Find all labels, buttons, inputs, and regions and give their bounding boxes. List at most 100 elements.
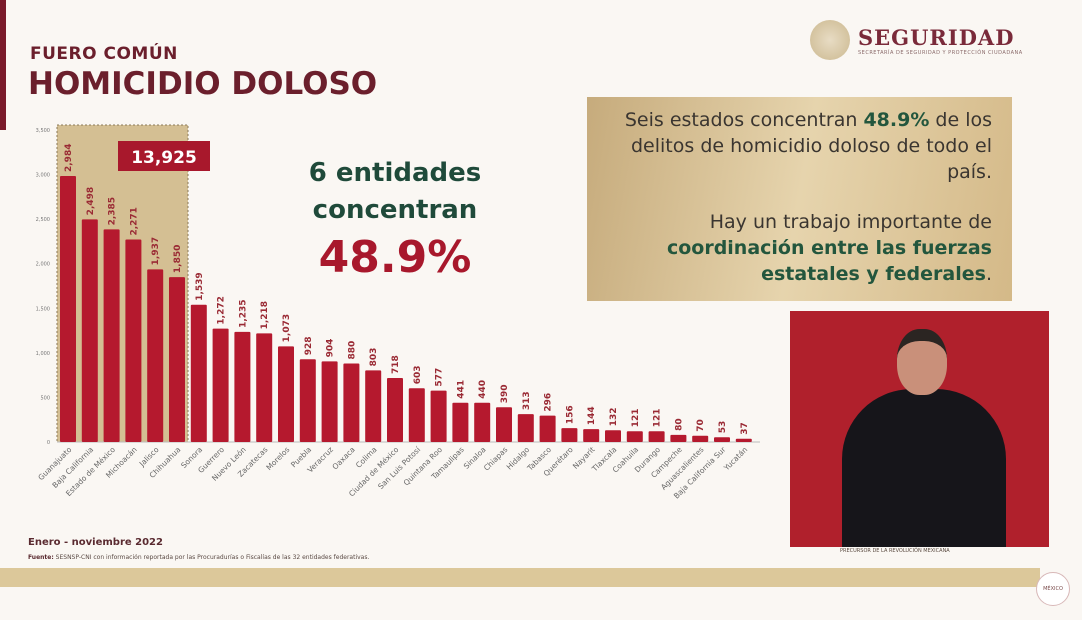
value-label: 803 bbox=[369, 348, 379, 367]
bar bbox=[539, 415, 556, 442]
value-label: 37 bbox=[740, 422, 750, 435]
bar bbox=[583, 429, 600, 442]
bar bbox=[735, 438, 752, 442]
callout-line2: concentran bbox=[312, 195, 478, 225]
y-tick-label: 3,500 bbox=[36, 128, 50, 134]
bar bbox=[670, 434, 687, 442]
footer-bar bbox=[0, 568, 1040, 587]
panel-highlight: 48.9% bbox=[863, 109, 930, 131]
bar bbox=[365, 370, 382, 442]
value-label: 53 bbox=[718, 421, 728, 434]
panel-text: de los delitos de homicidio doloso de to… bbox=[631, 109, 992, 183]
value-label: 2,984 bbox=[64, 144, 74, 172]
y-tick-label: 500 bbox=[40, 395, 50, 401]
value-label: 1,218 bbox=[260, 301, 270, 329]
bar bbox=[190, 304, 207, 442]
logo-name: SEGURIDAD bbox=[858, 24, 1015, 50]
category-label: Morelos bbox=[264, 445, 291, 472]
interpreter-body bbox=[842, 389, 1006, 547]
kicker: FUERO COMÚN bbox=[30, 44, 178, 64]
value-label: 156 bbox=[565, 405, 575, 424]
bar bbox=[278, 346, 294, 442]
bar bbox=[648, 431, 665, 442]
value-label: 80 bbox=[674, 418, 684, 431]
bar bbox=[169, 277, 185, 442]
value-label: 144 bbox=[587, 406, 597, 425]
value-label: 2,498 bbox=[86, 187, 96, 215]
mexico-badge: MÉXICO bbox=[1036, 572, 1070, 606]
bar bbox=[256, 333, 273, 442]
value-label: 904 bbox=[326, 339, 336, 358]
bar bbox=[408, 388, 425, 442]
y-tick-label: 1,500 bbox=[36, 306, 50, 312]
bar bbox=[234, 331, 251, 442]
source-text: SESNSP-CNI con información reportada por… bbox=[53, 554, 370, 561]
bar bbox=[561, 428, 578, 442]
bar bbox=[60, 175, 76, 442]
bar bbox=[517, 414, 534, 442]
bar bbox=[430, 390, 447, 442]
value-label: 121 bbox=[631, 408, 641, 427]
bar bbox=[692, 435, 709, 442]
logo: SEGURIDAD SECRETARÍA DE SEGURIDAD Y PROT… bbox=[810, 20, 1023, 60]
category-label: Oaxaca bbox=[330, 445, 356, 471]
value-label: 603 bbox=[413, 365, 423, 384]
interpreter-caption: PRECURSOR DE LA REVOLUCIÓN MEXICANA bbox=[840, 548, 950, 554]
value-label: 1,937 bbox=[151, 237, 161, 265]
source-note: Fuente: SESNSP-CNI con información repor… bbox=[28, 554, 369, 561]
value-label: 1,539 bbox=[195, 272, 205, 300]
value-label: 1,272 bbox=[217, 296, 227, 324]
bar bbox=[387, 377, 403, 442]
value-label: 577 bbox=[435, 368, 445, 387]
callout-pct: 48.9% bbox=[318, 232, 472, 283]
bar bbox=[147, 269, 164, 442]
bar bbox=[343, 363, 360, 442]
interpreter-head bbox=[897, 329, 947, 395]
bar bbox=[474, 402, 491, 442]
value-label: 390 bbox=[500, 384, 510, 403]
accent-strip bbox=[0, 0, 6, 130]
value-label: 441 bbox=[456, 380, 466, 399]
period-label: Enero - noviembre 2022 bbox=[28, 537, 163, 548]
value-label: 1,073 bbox=[282, 314, 292, 342]
value-label: 1,850 bbox=[173, 245, 183, 273]
text-panel: Seis estados concentran 48.9% de los del… bbox=[587, 97, 1012, 301]
category-label: Chiapas bbox=[482, 445, 510, 473]
y-tick-label: 1,000 bbox=[36, 351, 50, 357]
page-title: HOMICIDIO DOLOSO bbox=[28, 66, 378, 102]
panel-text: Seis estados concentran bbox=[624, 109, 864, 131]
bar bbox=[605, 430, 621, 442]
panel-highlight: coordinación entre las fuerzas estatales… bbox=[666, 237, 992, 285]
value-label: 296 bbox=[544, 393, 554, 412]
seal-icon bbox=[810, 20, 850, 60]
panel-text: Hay un trabajo importante de bbox=[709, 211, 992, 233]
highlight-box bbox=[56, 124, 189, 443]
bar bbox=[714, 437, 730, 442]
source-label: Fuente: bbox=[28, 554, 54, 561]
panel-text: . bbox=[985, 263, 992, 285]
value-label: 718 bbox=[391, 355, 401, 374]
bar bbox=[125, 239, 142, 442]
y-tick-label: 2,500 bbox=[36, 217, 50, 223]
bar bbox=[626, 431, 643, 442]
y-tick-label: 3,000 bbox=[36, 173, 50, 179]
value-label: 132 bbox=[609, 407, 619, 426]
value-label: 2,271 bbox=[129, 207, 139, 235]
value-label: 440 bbox=[478, 380, 488, 399]
bar bbox=[81, 219, 98, 442]
highlight-total-badge bbox=[118, 141, 210, 171]
category-label: Yucatán bbox=[721, 445, 749, 473]
bar-chart: 13,925 0 500 1,000 1,500 2,000 2,500 3,000 3,500… bbox=[36, 124, 760, 500]
bar bbox=[321, 361, 338, 442]
bar bbox=[452, 402, 469, 442]
callout-line1: 6 entidades bbox=[308, 158, 482, 188]
y-tick-label: 0 bbox=[47, 440, 50, 446]
interpreter-video bbox=[790, 311, 1049, 547]
value-label: 313 bbox=[522, 391, 532, 410]
bar bbox=[299, 359, 316, 442]
bar bbox=[496, 407, 512, 442]
highlight-total: 13,925 bbox=[131, 148, 197, 168]
callout: 6 entidades concentran 48.9% bbox=[290, 155, 500, 287]
value-label: 880 bbox=[347, 341, 357, 360]
y-tick-label: 2,000 bbox=[36, 262, 50, 268]
